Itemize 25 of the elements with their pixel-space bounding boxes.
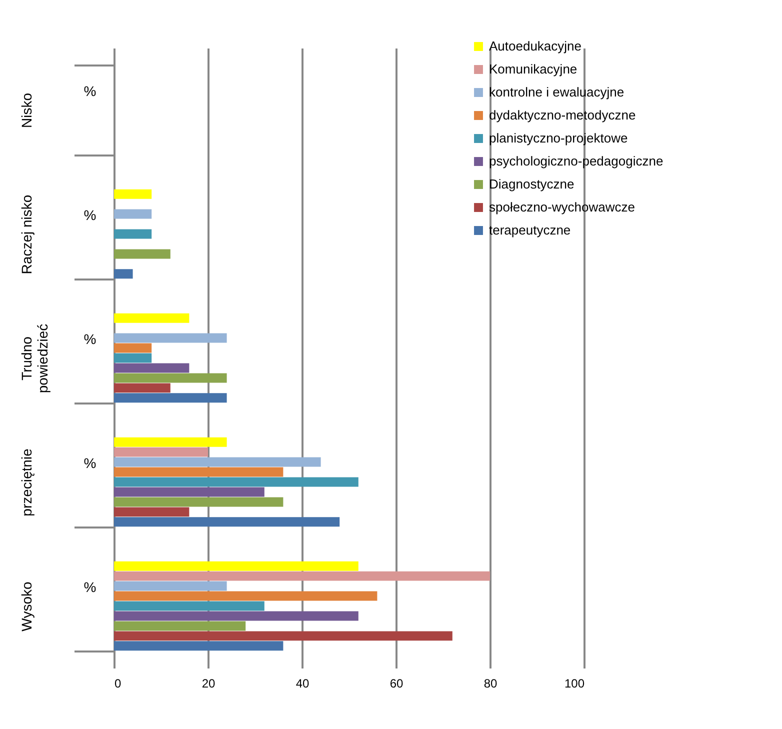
legend-label: Autoedukacyjne	[489, 38, 582, 54]
text: %	[84, 455, 96, 471]
text: %	[84, 83, 96, 99]
legend-label: planistyczno-projektowe	[489, 130, 628, 146]
y-tick-label: Raczej nisko	[18, 194, 34, 274]
y-tick-label: Trudno powiedzieć	[18, 324, 50, 394]
legend-label: terapeutyczne	[489, 222, 571, 238]
legend-label: dydaktyczno-metodyczne	[489, 108, 636, 122]
x-tick-label: 0	[114, 676, 122, 690]
x-tick-label: 80	[484, 676, 498, 690]
text: %	[84, 579, 96, 595]
y-tick-label: przeciętnie	[18, 448, 34, 516]
y-tick-label: Wysoko	[18, 581, 34, 632]
x-tick-label: 100	[564, 676, 585, 690]
legend-label: Komunikacyjne	[489, 62, 578, 76]
legend-label: psychologiczno-pedagogiczne	[489, 154, 664, 168]
legend-label: Diagnostyczne	[489, 176, 574, 192]
text: %	[84, 331, 96, 347]
legend-label: kontrolne i ewaluacyjne	[489, 84, 624, 100]
text: %	[84, 207, 96, 223]
x-tick-label: 40	[296, 676, 310, 690]
x-tick-label: 20	[202, 676, 216, 690]
x-tick-label: 60	[390, 676, 404, 690]
y-tick-label: Nisko	[18, 92, 34, 128]
legend-label: społeczno-wychowawcze	[489, 200, 635, 214]
